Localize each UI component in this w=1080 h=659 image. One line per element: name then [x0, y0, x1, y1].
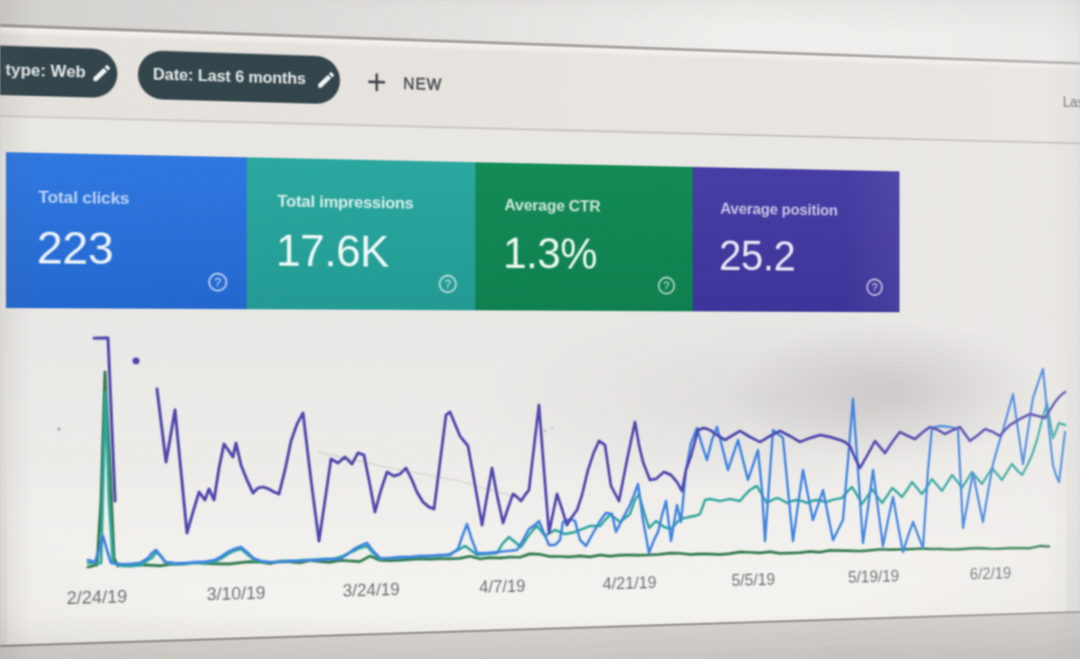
- svg-text:?: ?: [214, 274, 221, 288]
- svg-text:?: ?: [444, 276, 451, 290]
- svg-text:?: ?: [872, 280, 878, 293]
- svg-text:?: ?: [663, 278, 669, 292]
